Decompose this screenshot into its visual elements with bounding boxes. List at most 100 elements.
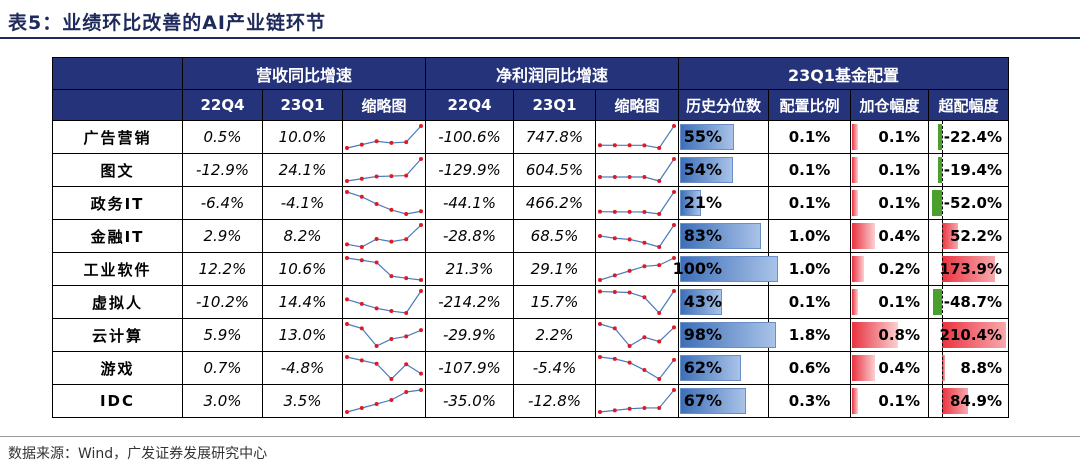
excess-value: 84.9% <box>949 392 1002 410</box>
excess-axis <box>942 154 943 186</box>
table-row: 广告营销 0.5% 10.0% -100.6% 747.8% 55% 0.1% 0.1% -22… <box>52 120 1009 154</box>
sparkline-point <box>627 143 632 148</box>
pct-cell: 21% <box>678 186 769 220</box>
sparkline-point <box>404 334 409 339</box>
np-q1: -5.4% <box>513 351 596 385</box>
sparkline-point <box>627 209 632 214</box>
excess-cell: -22.4% <box>928 120 1009 154</box>
table-title: 表5：业绩环比改善的AI产业链环节 <box>8 12 326 34</box>
percentile-value: 67% <box>683 391 722 410</box>
sparkline-path <box>346 257 422 281</box>
sparkline-point <box>389 336 394 341</box>
rev-thumb <box>342 186 426 220</box>
pct-cell: 54% <box>678 153 769 187</box>
add-value: 0.1% <box>878 293 920 311</box>
np-q4: -129.9% <box>425 153 514 187</box>
header-rev-thumb: 缩略图 <box>342 89 426 121</box>
pct-cell: 62% <box>678 351 769 385</box>
np-thumb <box>595 120 679 154</box>
sparkline-point <box>404 276 409 281</box>
pct-cell: 67% <box>678 384 769 418</box>
rev-q4: -12.9% <box>182 153 263 187</box>
row-label: 图文 <box>52 153 183 187</box>
sparkline-path <box>599 158 675 182</box>
row-label: 广告营销 <box>52 120 183 154</box>
add-bar <box>852 124 858 150</box>
sparkline-point <box>404 237 409 242</box>
sparkline-point <box>374 361 379 366</box>
sparkline-point <box>627 344 632 348</box>
sparkline-point <box>374 260 379 265</box>
add-bar <box>852 388 858 414</box>
sparkline-point <box>672 388 676 392</box>
sparkline-point <box>359 245 364 249</box>
profit-sparkline <box>598 223 676 249</box>
sparkline-path <box>599 389 675 413</box>
header-fund: 23Q1基金配置 <box>678 57 1009 90</box>
sparkline-point <box>359 176 364 181</box>
sparkline-path <box>346 191 422 215</box>
sparkline-point <box>627 360 632 365</box>
sparkline-path <box>346 290 422 314</box>
excess-axis <box>942 385 943 417</box>
np-thumb <box>595 252 679 286</box>
sparkline-point <box>389 174 394 179</box>
header-rev-q4: 22Q4 <box>182 89 263 121</box>
profit-sparkline <box>598 157 676 183</box>
add-value: 0.1% <box>878 128 920 146</box>
revenue-sparkline <box>345 157 423 183</box>
excess-value: 173.9% <box>939 260 1002 278</box>
np-thumb <box>595 153 679 187</box>
rev-thumb <box>342 384 426 418</box>
excess-bar <box>942 256 995 282</box>
excess-value: 52.2% <box>949 227 1002 245</box>
sparkline-point <box>345 190 349 194</box>
table-row: 图文 -12.9% 24.1% -129.9% 604.5% 54% 0.1% 0.1% -19… <box>52 153 1009 187</box>
sparkline-point <box>598 355 602 359</box>
excess-bar <box>932 190 942 216</box>
header-blank-2 <box>52 89 183 121</box>
rev-q4: 0.5% <box>182 120 263 154</box>
np-q4: -28.8% <box>425 219 514 253</box>
rev-thumb <box>342 318 426 352</box>
sparkline-point <box>627 174 632 179</box>
sparkline-point <box>598 322 602 326</box>
percentile-bar <box>680 355 741 381</box>
rev-q1: 24.1% <box>262 153 343 187</box>
row-label: 云计算 <box>52 318 183 352</box>
rev-q4: -6.4% <box>182 186 263 220</box>
revenue-sparkline <box>345 124 423 150</box>
sparkline-point <box>359 358 364 363</box>
sparkline-point <box>672 157 676 161</box>
sparkline-point <box>642 295 647 300</box>
header-excess: 超配幅度 <box>928 89 1009 121</box>
np-thumb <box>595 351 679 385</box>
np-q1: 747.8% <box>513 120 596 154</box>
rev-q1: 8.2% <box>262 219 343 253</box>
sparkline-point <box>345 355 349 359</box>
sparkline-point <box>359 406 364 410</box>
percentile-bar <box>680 157 733 183</box>
percentile-value: 100% <box>672 259 722 278</box>
sparkline-point <box>359 301 364 306</box>
sparkline-point <box>374 139 379 144</box>
sparkline-point <box>345 146 349 150</box>
add-bar <box>852 223 875 249</box>
table-row: 政务IT -6.4% -4.1% -44.1% 466.2% 21% 0.1% 0.1% -52… <box>52 186 1009 220</box>
sparkline-point <box>672 124 676 128</box>
percentile-bar <box>680 322 777 348</box>
add-cell: 0.1% <box>850 384 929 418</box>
excess-cell: 84.9% <box>928 384 1009 418</box>
sparkline-point <box>419 278 423 282</box>
percentile-bar <box>680 190 701 216</box>
source-note: 数据来源：Wind，广发证券发展研究中心 <box>8 446 268 462</box>
np-q1: 68.5% <box>513 219 596 253</box>
header-pct: 历史分位数 <box>678 89 769 121</box>
excess-value: -22.4% <box>943 128 1002 146</box>
sparkline-point <box>612 290 617 295</box>
np-q4: -35.0% <box>425 384 514 418</box>
table-body: 广告营销 0.5% 10.0% -100.6% 747.8% 55% 0.1% 0.1% -22… <box>52 120 1009 418</box>
excess-value: -52.0% <box>943 194 1002 212</box>
excess-bar <box>938 157 942 183</box>
sparkline-point <box>404 173 409 178</box>
